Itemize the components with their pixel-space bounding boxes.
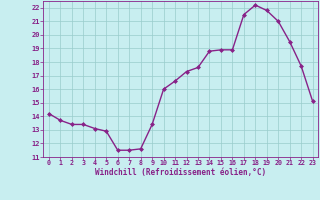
X-axis label: Windchill (Refroidissement éolien,°C): Windchill (Refroidissement éolien,°C) [95,168,266,177]
